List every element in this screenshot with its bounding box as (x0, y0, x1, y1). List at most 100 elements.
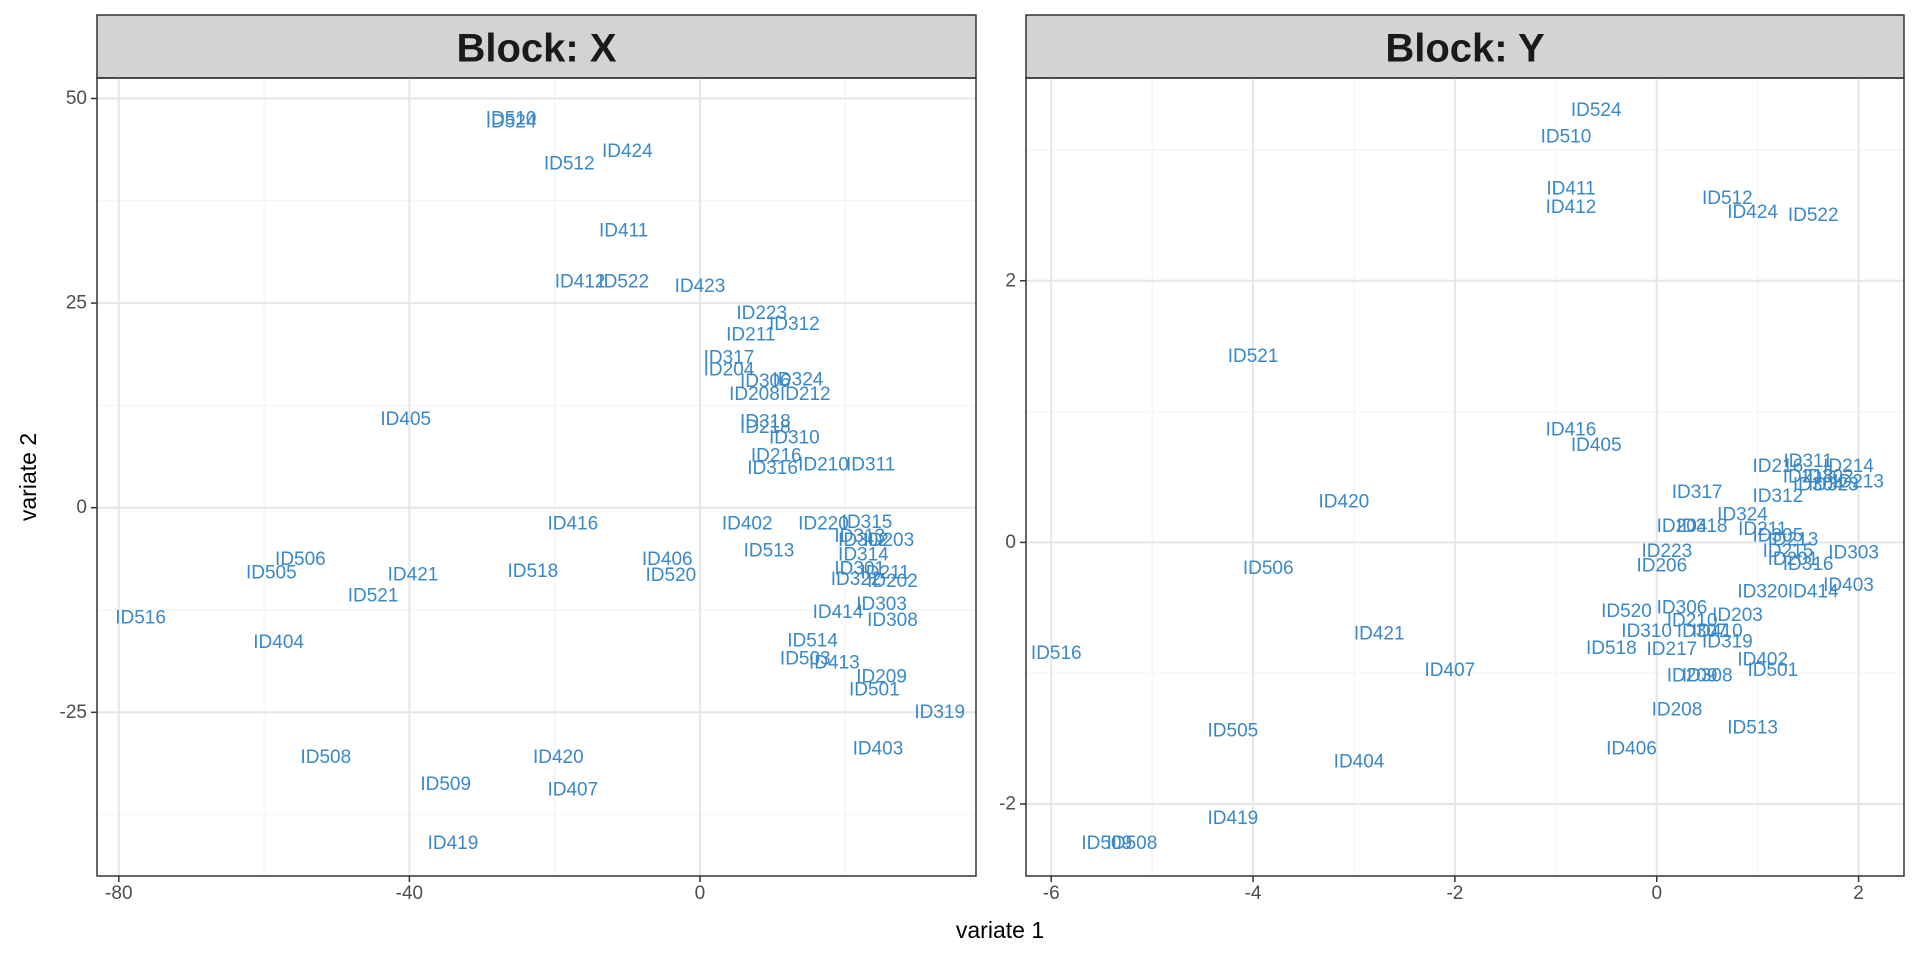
x-axis-title: variate 1 (956, 917, 1044, 943)
point-label: ID212 (780, 384, 831, 405)
y-tick-label: 0 (1005, 532, 1016, 553)
point-label: ID419 (1208, 808, 1259, 829)
point-label: ID407 (547, 780, 598, 801)
x-tick-label: -6 (1043, 883, 1060, 904)
point-label: ID505 (246, 563, 297, 584)
point-label: ID406 (642, 549, 693, 570)
point-label: ID319 (914, 702, 965, 723)
point-label: ID307 (1677, 621, 1728, 642)
point-label: ID317 (704, 347, 755, 368)
y-tick-label: 0 (76, 497, 87, 518)
point-label: ID423 (675, 276, 726, 297)
point-label: ID324 (773, 370, 824, 391)
point-label: ID311 (846, 455, 895, 476)
point-label: ID501 (1747, 660, 1798, 681)
point-label: ID512 (1702, 188, 1753, 209)
axis-ticks: -6 -4 -2 0 2 -2 0 2 (999, 270, 1864, 904)
point-label: ID308 (867, 610, 918, 631)
point-label: ID508 (300, 747, 351, 768)
x-tick-label: -2 (1446, 883, 1463, 904)
point-label: ID304 (1793, 474, 1844, 495)
y-axis-title: variate 2 (15, 433, 41, 521)
point-label: ID210 (798, 455, 849, 476)
point-label: ID421 (1354, 623, 1405, 644)
point-label: ID518 (1586, 638, 1637, 659)
point-label: ID223 (1641, 541, 1692, 562)
point-label: ID220 (798, 514, 849, 535)
point-label: ID404 (253, 632, 304, 653)
point-label: ID323 (1808, 474, 1859, 495)
point-label: ID303 (856, 594, 907, 615)
point-label: ID324 (1717, 504, 1768, 525)
point-label: ID419 (428, 833, 479, 854)
point-label: ID506 (1243, 558, 1294, 579)
point-label: ID218 (740, 417, 791, 438)
point-label: ID513 (744, 541, 795, 562)
point-label: ID521 (1228, 346, 1279, 367)
point-label: ID410 (1692, 621, 1743, 642)
point-label: ID306 (740, 371, 791, 392)
point-label: ID509 (1081, 833, 1132, 854)
point-label: ID518 (508, 561, 559, 582)
point-label: ID413 (809, 653, 860, 674)
point-label: ID301 (834, 559, 885, 580)
point-label: ID306 (1657, 597, 1708, 618)
point-label: ID524 (486, 112, 537, 133)
strip-block-x (96, 14, 977, 79)
point-label: ID522 (598, 271, 649, 292)
point-label: ID211 (861, 563, 910, 584)
point-label: ID310 (1621, 621, 1672, 642)
x-tick-label: 0 (1651, 883, 1662, 904)
point-label: ID501 (849, 680, 900, 701)
point-label: ID213 (1833, 472, 1884, 493)
point-label: ID322 (831, 569, 882, 590)
point-label: ID315 (842, 512, 893, 533)
point-label: ID510 (1541, 126, 1592, 147)
point-label: ID424 (602, 141, 653, 162)
point-label: ID316 (747, 458, 798, 479)
x-tick-label: -4 (1245, 883, 1262, 904)
point-label: ID208 (1652, 699, 1703, 720)
point-label: ID521 (348, 586, 399, 607)
point-label: ID404 (1334, 752, 1385, 773)
point-label: ID416 (547, 514, 598, 535)
point-label: ID510 (486, 108, 537, 129)
point-label: ID302 (1803, 467, 1854, 488)
point-label: ID411 (599, 221, 648, 242)
point-label: ID405 (1571, 435, 1622, 456)
point-label: ID312 (769, 314, 820, 335)
point-label: ID305 (1752, 525, 1803, 546)
point-label: ID312 (1752, 486, 1803, 507)
point-label: ID313 (834, 526, 885, 547)
x-tick-label: -40 (396, 883, 423, 904)
point-label: ID516 (115, 608, 166, 629)
y-tick-label: -2 (999, 794, 1016, 815)
strip-title-block-y: Block: Y (1385, 27, 1545, 71)
point-label: ID505 (1208, 720, 1259, 741)
point-label: ID223 (736, 303, 787, 324)
y-tick-label: 25 (66, 293, 87, 314)
point-label: ID303 (1828, 542, 1879, 563)
point-label: ID302 (838, 530, 889, 551)
y-tick-label: 2 (1005, 270, 1016, 291)
point-label: ID203 (863, 530, 914, 551)
panel-block-x: Block: X ID510ID524ID424ID512ID411ID412I… (60, 14, 977, 904)
point-label: ID421 (388, 564, 439, 585)
point-label: ID412 (555, 271, 606, 292)
point-label: ID508 (1107, 833, 1158, 854)
point-label: ID319 (1702, 631, 1753, 652)
point-label: ID311 (1783, 451, 1832, 472)
point-label: ID420 (533, 747, 584, 768)
point-label: ID202 (867, 571, 918, 592)
point-label: ID209 (856, 667, 907, 688)
point-label: ID204 (704, 360, 755, 381)
point-label: ID206 (1636, 555, 1687, 576)
point-label: ID209 (1667, 665, 1718, 686)
point-label: ID506 (275, 549, 326, 570)
x-tick-label: -80 (105, 883, 132, 904)
grid (1026, 78, 1904, 876)
point-label: ID414 (1788, 582, 1839, 603)
